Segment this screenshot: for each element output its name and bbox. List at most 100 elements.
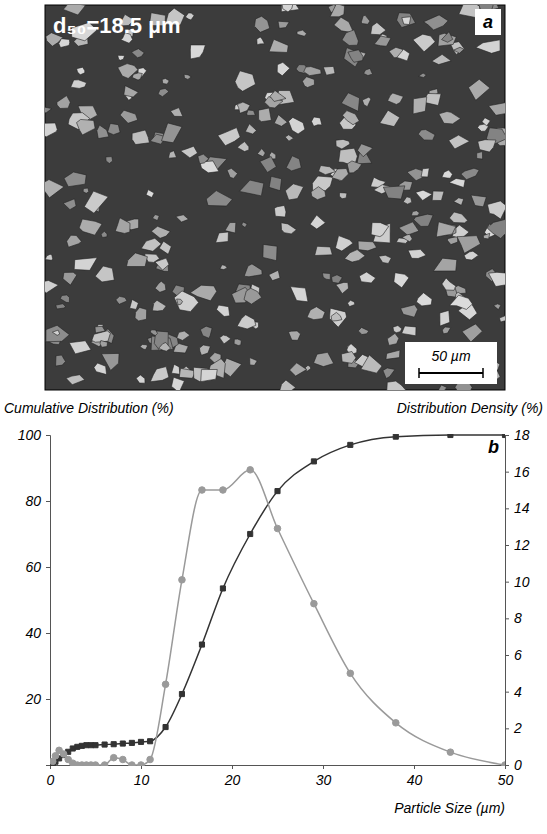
marker (311, 459, 316, 464)
particle (348, 50, 363, 63)
annotation: d₅₀=18.5 µm (53, 13, 180, 38)
particle (259, 108, 272, 122)
particle (416, 190, 433, 200)
particle (418, 130, 435, 141)
particle (152, 215, 159, 221)
particle (386, 350, 400, 359)
tick: 40 (25, 625, 50, 641)
particle (342, 30, 358, 46)
particle (45, 107, 52, 113)
particle (383, 368, 395, 379)
particle (168, 151, 176, 159)
marker (110, 754, 117, 761)
tick-mark (323, 765, 324, 769)
particle (336, 282, 349, 293)
particle (94, 363, 107, 375)
particle (120, 110, 138, 123)
marker (502, 762, 505, 766)
marker (120, 756, 127, 763)
particle (60, 295, 69, 303)
particle (132, 49, 145, 58)
particle (439, 385, 447, 390)
particle (411, 211, 419, 216)
particle (184, 74, 191, 79)
panel-label: a (483, 12, 493, 32)
particle (247, 110, 256, 115)
particle (432, 191, 444, 201)
particle (362, 97, 371, 106)
tick-label: 20 (224, 772, 241, 788)
particle (393, 325, 402, 332)
particle (95, 266, 114, 282)
particle (216, 232, 229, 243)
particle (454, 47, 464, 53)
particle (45, 123, 57, 137)
marker (448, 434, 453, 438)
particle (235, 71, 256, 92)
tick-label: 4 (514, 684, 522, 700)
tick: 30 (316, 765, 332, 788)
particle (190, 45, 205, 59)
particle (361, 355, 382, 373)
particle (442, 278, 456, 290)
particle (402, 234, 412, 242)
particle (176, 215, 189, 222)
marker (92, 762, 99, 766)
particle (200, 326, 212, 338)
x-axis-line (51, 766, 506, 770)
particle (439, 112, 461, 124)
particle (118, 64, 138, 79)
particle (45, 280, 58, 293)
particle (347, 161, 362, 173)
tick-mark (232, 765, 233, 769)
particle (401, 305, 418, 317)
y2-axis-title: Distribution Density (%) (397, 400, 543, 416)
particle (487, 219, 505, 238)
particle (244, 264, 262, 277)
particle (100, 341, 107, 348)
line (53, 470, 505, 765)
particle (418, 73, 426, 77)
particle (371, 223, 389, 237)
marker (199, 487, 206, 494)
particle (364, 68, 373, 75)
particle (358, 327, 369, 334)
particle (442, 327, 450, 334)
particle (269, 270, 280, 280)
particle (408, 249, 426, 258)
particle (286, 156, 301, 171)
particle (161, 123, 182, 143)
marker (148, 739, 153, 744)
marker (220, 586, 225, 591)
particle (136, 375, 145, 383)
particle (201, 369, 218, 381)
particle (442, 170, 453, 178)
particle (311, 187, 326, 200)
particle (158, 88, 169, 96)
particle (151, 226, 170, 238)
x-axis: 01020304050 (47, 765, 514, 788)
panel-label: b (488, 437, 499, 457)
particle (270, 90, 286, 101)
tick-mark (505, 508, 509, 509)
particle (116, 296, 127, 304)
particle (399, 222, 419, 235)
particle (269, 176, 281, 190)
particle (63, 272, 77, 285)
particle (66, 375, 85, 385)
marker (199, 642, 204, 647)
particle (124, 86, 139, 97)
particle (414, 214, 433, 226)
particle (155, 258, 169, 270)
tick-mark (505, 545, 509, 546)
particle (101, 231, 107, 237)
tick-label: 0 (47, 772, 55, 788)
particle (442, 32, 453, 43)
particle (130, 299, 139, 309)
tick-label: 40 (25, 625, 41, 641)
tick: 0 (505, 757, 522, 773)
tick-label: 8 (514, 610, 522, 626)
particle (449, 178, 465, 187)
tick: 0 (47, 765, 55, 788)
particle (403, 197, 412, 204)
